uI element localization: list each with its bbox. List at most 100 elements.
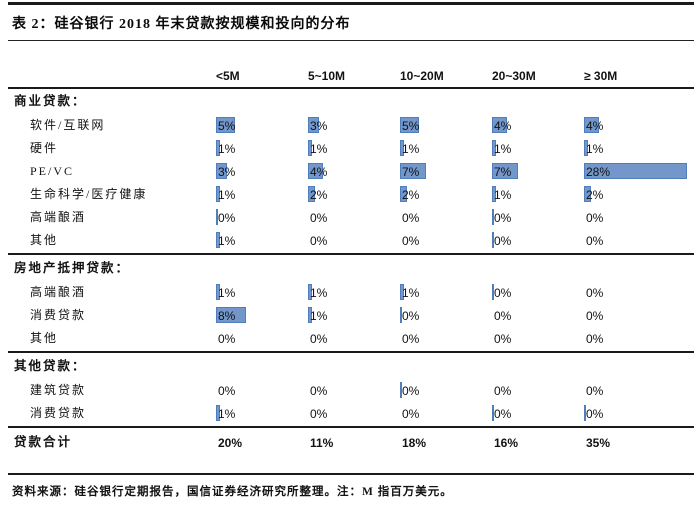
cell-value: 4% (310, 165, 328, 179)
row-label: 其他 (30, 233, 59, 247)
value-cell: 0% (216, 206, 308, 229)
cell-value: 0% (586, 286, 604, 300)
value-cell: 1% (216, 402, 308, 425)
cell-value: 2% (586, 188, 604, 202)
value-cell: 7% (400, 160, 492, 183)
value-cell: 8% (216, 304, 308, 327)
table-row: 高端酿酒 0% 0% 0% 0% 0% (8, 206, 694, 229)
section-header: 其他贷款： (8, 354, 694, 379)
cell-value: 0% (494, 211, 512, 225)
cell-value: 0% (402, 407, 420, 421)
table-row: 硬件 1% 1% 1% 1% 1% (8, 137, 694, 160)
cell-value: 1% (586, 142, 604, 156)
cell-value: 2% (402, 188, 420, 202)
total-cell-value: 35% (586, 436, 611, 450)
value-cell: 4% (584, 114, 688, 137)
value-cell: 0% (492, 206, 584, 229)
value-cell: 0% (216, 379, 308, 402)
cell-value: 0% (494, 407, 512, 421)
total-cell-value: 11% (310, 436, 334, 450)
data-bar (216, 405, 220, 421)
cell-value: 1% (402, 286, 420, 300)
total-cell-value: 20% (218, 436, 243, 450)
value-cell: 2% (308, 183, 400, 206)
total-row: 贷款合计 20% 11% 18% 16% 35% (8, 429, 694, 456)
data-bar (216, 284, 220, 300)
total-label: 贷款合计 (14, 435, 73, 449)
cell-value: 0% (402, 309, 420, 323)
cell-value: 8% (218, 309, 236, 323)
cell-value: 7% (402, 165, 420, 179)
value-cell: 28% (584, 160, 688, 183)
data-bar (492, 186, 496, 202)
value-cell: 2% (584, 183, 688, 206)
data-bar (584, 186, 591, 202)
total-cell-value: 16% (494, 436, 519, 450)
value-cell: 0% (492, 327, 584, 350)
cell-value: 0% (586, 234, 604, 248)
cell-value: 0% (402, 211, 420, 225)
cell-value: 0% (586, 384, 604, 398)
value-cell: 1% (308, 304, 400, 327)
column-header-20-30m: 20~30M (492, 69, 536, 83)
table-row: 其他 0% 0% 0% 0% 0% (8, 327, 694, 350)
value-cell: 0% (492, 229, 584, 252)
cell-value: 3% (218, 165, 236, 179)
column-header-row: <5M 5~10M 10~20M 20~30M ≥ 30M (8, 41, 694, 89)
cell-value: 1% (494, 142, 512, 156)
value-cell: 7% (492, 160, 584, 183)
value-cell: 0% (400, 379, 492, 402)
data-bar (400, 284, 404, 300)
row-label: 高端酿酒 (30, 210, 87, 224)
total-value-cell: 18% (400, 429, 492, 456)
value-cell: 0% (308, 327, 400, 350)
value-cell: 1% (584, 137, 688, 160)
data-bar (400, 117, 419, 133)
cell-value: 0% (218, 211, 236, 225)
column-header-lt5m: <5M (216, 69, 240, 83)
value-cell: 0% (584, 379, 688, 402)
cell-value: 5% (218, 119, 236, 133)
table-row: 消费贷款 8% 1% 0% 0% 0% (8, 304, 694, 327)
data-bar (308, 163, 323, 179)
value-cell: 0% (308, 402, 400, 425)
total-value-cell: 11% (308, 429, 400, 456)
data-bar (584, 405, 586, 421)
section-divider (8, 351, 694, 353)
cell-value: 0% (310, 384, 328, 398)
value-cell: 0% (400, 327, 492, 350)
value-cell: 2% (400, 183, 492, 206)
value-cell: 1% (216, 137, 308, 160)
total-value-cell: 35% (584, 429, 688, 456)
total-cell-value: 18% (402, 436, 427, 450)
cell-value: 0% (494, 332, 512, 346)
value-cell: 0% (492, 304, 584, 327)
cell-value: 0% (494, 384, 512, 398)
cell-value: 0% (586, 309, 604, 323)
value-cell: 1% (400, 281, 492, 304)
table-row: 高端酿酒 1% 1% 1% 0% 0% (8, 281, 694, 304)
top-rule (8, 2, 694, 5)
value-cell: 3% (308, 114, 400, 137)
value-cell: 0% (492, 281, 584, 304)
cell-value: 0% (218, 384, 236, 398)
data-bar (308, 186, 315, 202)
cell-value: 7% (494, 165, 512, 179)
table-row: 生命科学/医疗健康 1% 2% 2% 1% 2% (8, 183, 694, 206)
data-bar (216, 307, 246, 323)
value-cell: 1% (216, 281, 308, 304)
value-cell: 0% (216, 327, 308, 350)
data-bar (308, 307, 312, 323)
source-note: 资料来源：硅谷银行定期报告，国信证券经济研究所整理。注：M 指百万美元。 (8, 473, 694, 499)
row-label: 其他 (30, 331, 59, 345)
total-value-cell: 20% (216, 429, 308, 456)
cell-value: 5% (402, 119, 420, 133)
cell-value: 3% (310, 119, 328, 133)
cell-value: 1% (218, 234, 236, 248)
data-bar (216, 232, 220, 248)
value-cell: 3% (216, 160, 308, 183)
data-bar (400, 163, 426, 179)
value-cell: 0% (584, 327, 688, 350)
data-bar (584, 140, 588, 156)
row-label: 硬件 (30, 141, 59, 155)
